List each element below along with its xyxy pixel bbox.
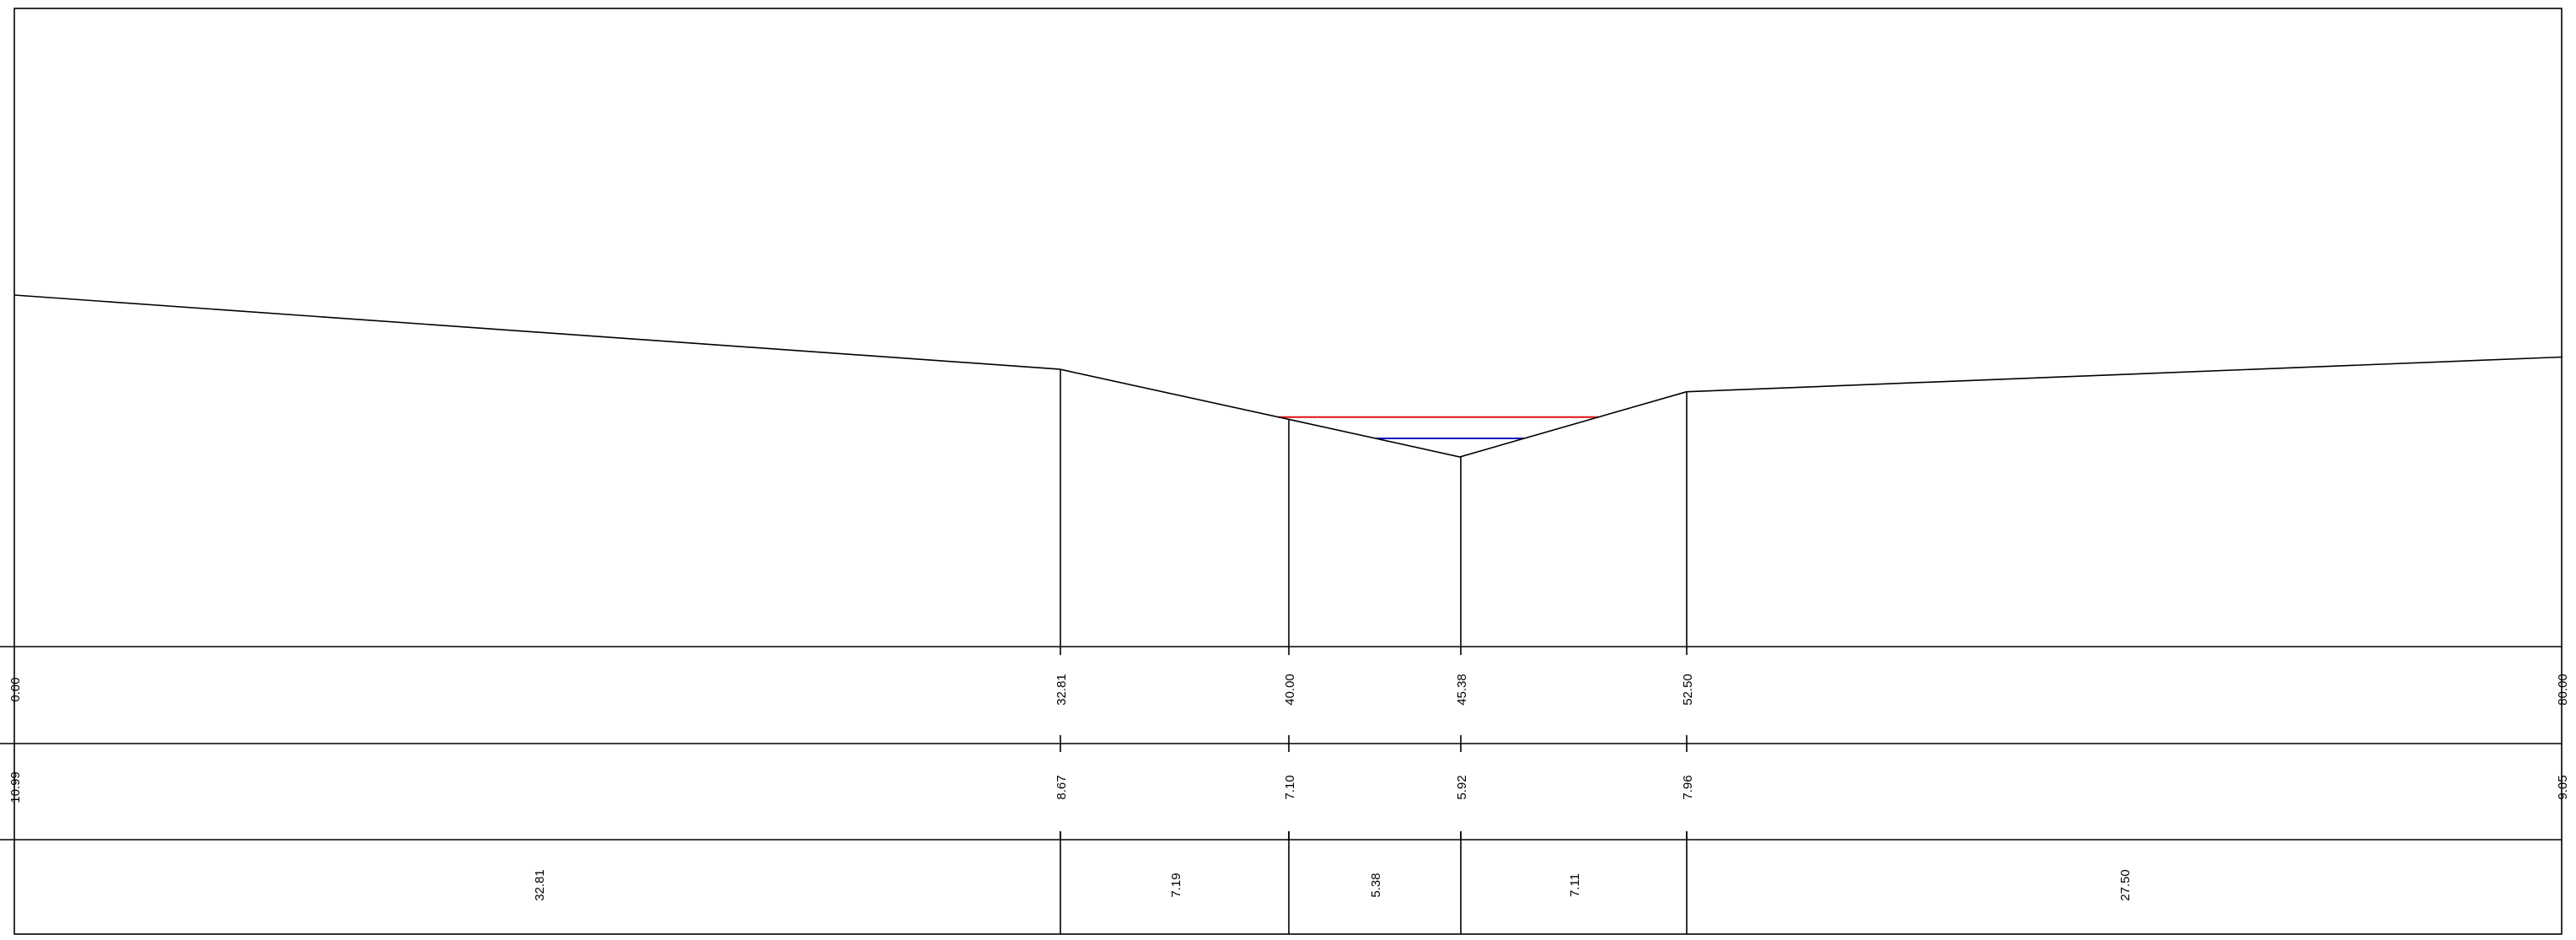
station-label: 0.00	[8, 677, 23, 701]
segment-length-label: 7.19	[1169, 873, 1183, 897]
elevation-label: 7.96	[1681, 775, 1695, 799]
drawing-frame	[13, 8, 2563, 935]
segment-length-label: 5.38	[1369, 873, 1383, 897]
elevation-label: 8.67	[1055, 775, 1069, 799]
elevation-label: 9.05	[2556, 775, 2570, 799]
station-label: 80.00	[2556, 674, 2570, 706]
station-label: 45.38	[1455, 674, 1469, 706]
station-label: 40.00	[1283, 674, 1297, 706]
station-label: 32.81	[1055, 674, 1069, 706]
ground-profile-line	[13, 294, 2563, 458]
elevation-label: 10.99	[8, 771, 23, 803]
segment-length-label: 27.50	[2118, 869, 2133, 901]
elevation-label: 7.10	[1283, 775, 1297, 799]
station-label: 52.50	[1681, 674, 1695, 706]
elevation-label: 5.92	[1455, 775, 1469, 799]
segment-length-label: 7.11	[1568, 873, 1582, 897]
segment-length-label: 32.81	[533, 869, 547, 901]
